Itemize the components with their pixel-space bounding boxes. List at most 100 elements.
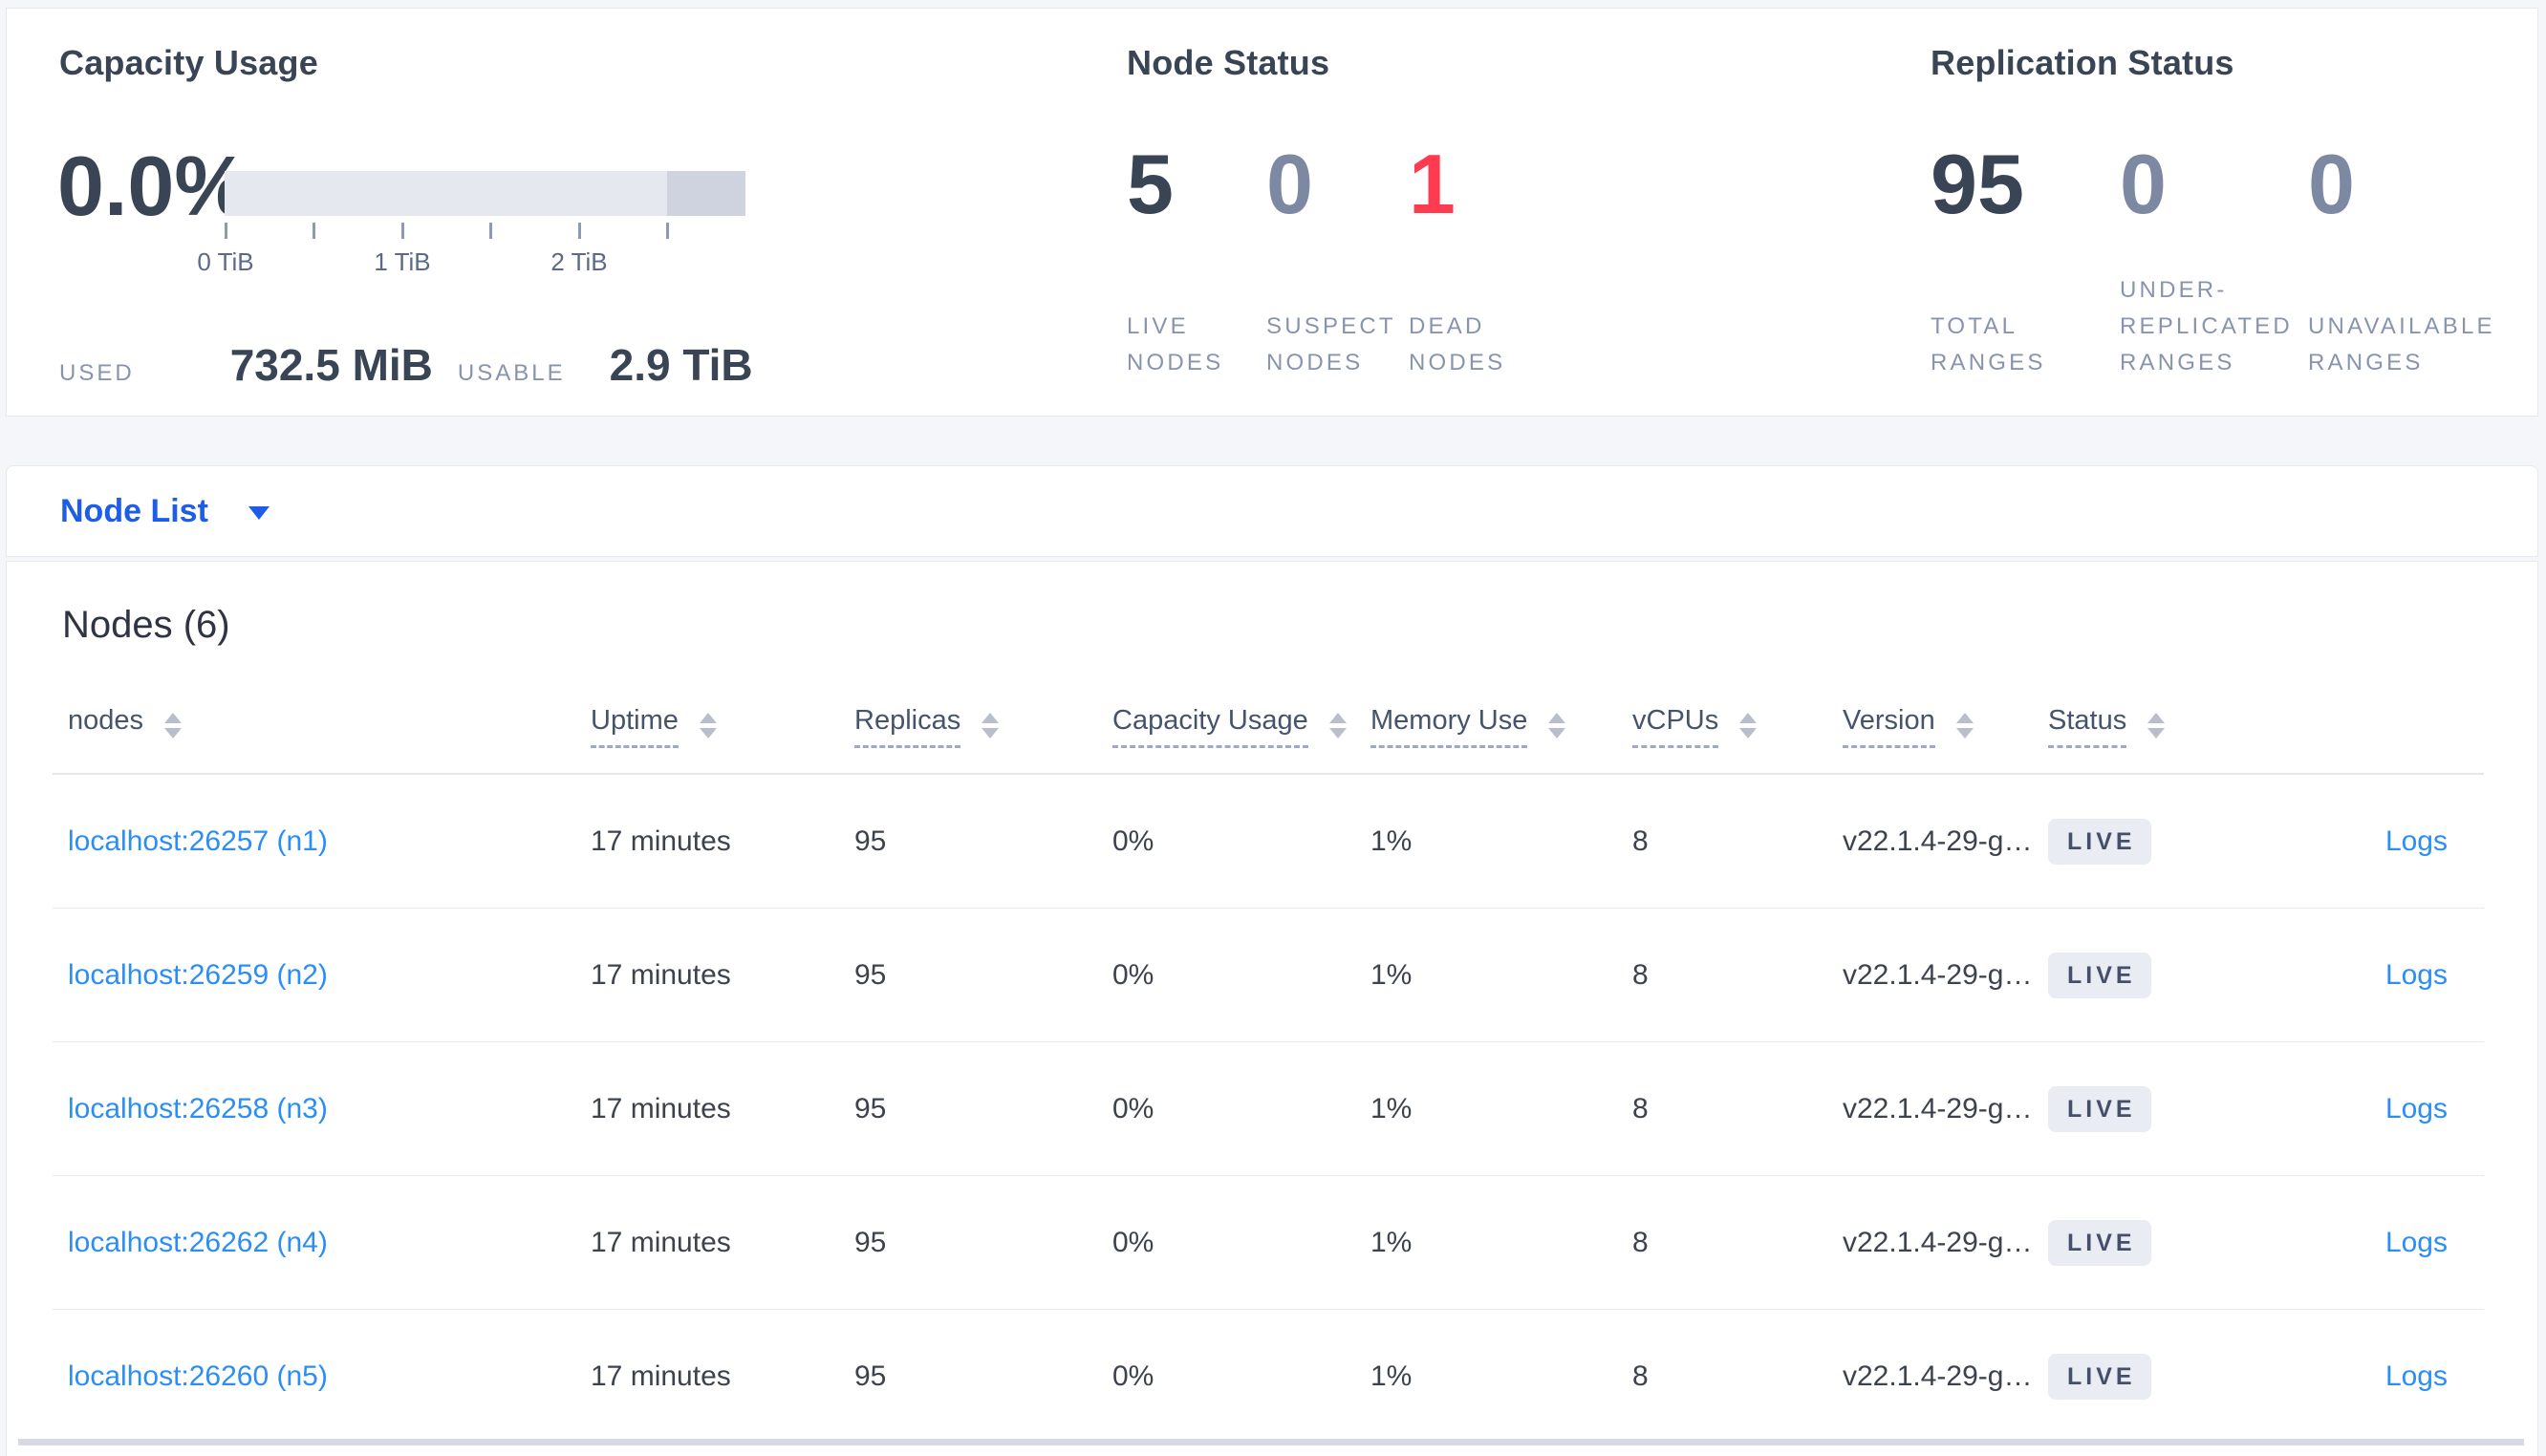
replicas-cell: 95	[854, 959, 887, 991]
memory-use-cell: 1%	[1370, 825, 1413, 857]
dead-nodes-stat: 1 DEAD NODES	[1409, 142, 1571, 381]
nodes-table: nodes Uptime Replicas Capacity Usage Mem…	[7, 705, 2537, 1444]
tick-label-2: 2 TiB	[550, 247, 608, 276]
replication-status-title: Replication Status	[1931, 43, 2234, 82]
cluster-summary-card: Capacity Usage 0.0% 0 TiB 1 TiB 2 TiB US…	[6, 8, 2538, 417]
column-header-label: Replicas	[854, 705, 961, 748]
capacity-usage-title: Capacity Usage	[59, 43, 318, 82]
vcpus-cell: 8	[1632, 1360, 1649, 1392]
replicas-cell: 95	[854, 825, 887, 857]
vcpus-cell: 8	[1632, 959, 1649, 991]
unavailable-ranges-label: UNAVAILABLE RANGES	[2308, 313, 2495, 375]
under-replicated-ranges-label: UNDER- REPLICATED RANGES	[2120, 277, 2293, 375]
replication-status-stats: 95 TOTAL RANGES 0 UNDER- REPLICATED RANG…	[1931, 142, 2537, 381]
uptime-cell: 17 minutes	[591, 1093, 731, 1124]
capacity-percent: 0.0%	[57, 139, 249, 233]
logs-link[interactable]: Logs	[2384, 825, 2448, 857]
column-header-label: Uptime	[591, 705, 679, 748]
node-status-stats: 5 LIVE NODES 0 SUSPECT NODES 1 DEAD NODE…	[1127, 142, 1571, 381]
logs-link[interactable]: Logs	[2384, 959, 2448, 991]
table-row: localhost:26258 (n3) 17 minutes 95 0% 1%…	[7, 1042, 2537, 1176]
column-header	[2314, 705, 2480, 714]
replicas-cell: 95	[854, 1360, 887, 1392]
logs-link[interactable]: Logs	[2384, 1093, 2448, 1124]
sort-arrows-icon[interactable]	[1955, 713, 1974, 739]
memory-use-cell: 1%	[1370, 1227, 1413, 1258]
column-header-label: nodes	[68, 705, 144, 736]
node-link[interactable]: localhost:26258 (n3)	[68, 1093, 328, 1124]
sort-arrows-icon[interactable]	[164, 713, 183, 739]
column-header[interactable]: Version	[1843, 705, 2048, 748]
suspect-nodes-label: SUSPECT NODES	[1266, 313, 1396, 375]
usable-value: 2.9 TiB	[609, 340, 753, 390]
node-link[interactable]: localhost:26260 (n5)	[68, 1360, 328, 1392]
nodes-card: Nodes (6) nodes Uptime Replicas Capacity…	[6, 561, 2538, 1456]
column-header[interactable]: Capacity Usage	[1112, 705, 1370, 748]
column-header-label: Version	[1843, 705, 1935, 748]
total-ranges-label: TOTAL RANGES	[1931, 313, 2046, 375]
capacity-bar: 0 TiB 1 TiB 2 TiB	[197, 171, 745, 280]
column-header[interactable]: Status	[2048, 705, 2314, 748]
logs-link[interactable]: Logs	[2384, 1360, 2448, 1392]
node-link[interactable]: localhost:26257 (n1)	[68, 825, 328, 857]
capacity-usage-cell: 0%	[1112, 1093, 1154, 1124]
dead-nodes-value: 1	[1409, 137, 1456, 231]
capacity-bar-nonusable-segment	[667, 171, 745, 216]
replicas-cell: 95	[854, 1093, 887, 1124]
table-row: localhost:26262 (n4) 17 minutes 95 0% 1%…	[7, 1176, 2537, 1310]
node-list-dropdown[interactable]: Node List	[60, 493, 270, 530]
column-header[interactable]: Memory Use	[1370, 705, 1632, 748]
under-replicated-ranges-stat: 0 UNDER- REPLICATED RANGES	[2120, 142, 2308, 381]
column-header[interactable]: Uptime	[591, 705, 854, 748]
capacity-bar-ticks	[225, 223, 745, 246]
column-header[interactable]: vCPUs	[1632, 705, 1843, 748]
table-bottom-rule	[18, 1439, 2524, 1445]
tick-label-0: 0 TiB	[197, 247, 254, 276]
suspect-nodes-stat: 0 SUSPECT NODES	[1266, 142, 1409, 381]
sort-arrows-icon[interactable]	[1739, 713, 1758, 739]
logs-link[interactable]: Logs	[2384, 1227, 2448, 1258]
column-header[interactable]: Replicas	[854, 705, 1112, 748]
used-value: 732.5 MiB	[229, 340, 433, 390]
sort-arrows-icon[interactable]	[699, 713, 717, 739]
status-badge: LIVE	[2048, 1354, 2151, 1400]
live-nodes-stat: 5 LIVE NODES	[1127, 142, 1266, 381]
status-badge: LIVE	[2048, 819, 2151, 865]
uptime-cell: 17 minutes	[591, 1360, 731, 1392]
node-link[interactable]: localhost:26262 (n4)	[68, 1227, 328, 1258]
tick-label-1: 1 TiB	[374, 247, 431, 276]
sort-arrows-icon[interactable]	[2147, 713, 2166, 739]
column-header-label: Status	[2048, 705, 2127, 748]
column-header[interactable]: nodes	[68, 705, 591, 745]
node-list-dropdown-label: Node List	[60, 492, 208, 529]
capacity-usage-cell: 0%	[1112, 1227, 1154, 1258]
sort-arrows-icon[interactable]	[1328, 713, 1347, 739]
table-row: localhost:26259 (n2) 17 minutes 95 0% 1%…	[7, 909, 2537, 1042]
capacity-usage-cell: 0%	[1112, 1360, 1154, 1392]
version-cell: v22.1.4-29-g…	[1843, 1227, 2033, 1258]
live-nodes-label: LIVE NODES	[1127, 313, 1224, 375]
version-cell: v22.1.4-29-g…	[1843, 959, 2033, 991]
nodes-heading: Nodes (6)	[62, 604, 230, 646]
node-list-bar: Node List	[6, 465, 2538, 557]
version-cell: v22.1.4-29-g…	[1843, 825, 2033, 857]
capacity-usage-cell: 0%	[1112, 959, 1154, 991]
sort-arrows-icon[interactable]	[1548, 713, 1566, 739]
column-header-label: Memory Use	[1370, 705, 1528, 748]
vcpus-cell: 8	[1632, 1093, 1649, 1124]
replicas-cell: 95	[854, 1227, 887, 1258]
table-header-row: nodes Uptime Replicas Capacity Usage Mem…	[7, 705, 2537, 775]
used-label: USED	[59, 360, 135, 386]
capacity-usage-cell: 0%	[1112, 825, 1154, 857]
node-status-title: Node Status	[1127, 43, 1330, 82]
uptime-cell: 17 minutes	[591, 959, 731, 991]
under-replicated-ranges-value: 0	[2120, 137, 2167, 231]
node-link[interactable]: localhost:26259 (n2)	[68, 959, 328, 991]
total-ranges-stat: 95 TOTAL RANGES	[1931, 142, 2120, 381]
version-cell: v22.1.4-29-g…	[1843, 1093, 2033, 1124]
table-body: localhost:26257 (n1) 17 minutes 95 0% 1%…	[7, 775, 2537, 1444]
column-header-label: Capacity Usage	[1112, 705, 1308, 748]
column-header-label: vCPUs	[1632, 705, 1719, 748]
live-nodes-value: 5	[1127, 137, 1174, 231]
sort-arrows-icon[interactable]	[982, 713, 1000, 739]
